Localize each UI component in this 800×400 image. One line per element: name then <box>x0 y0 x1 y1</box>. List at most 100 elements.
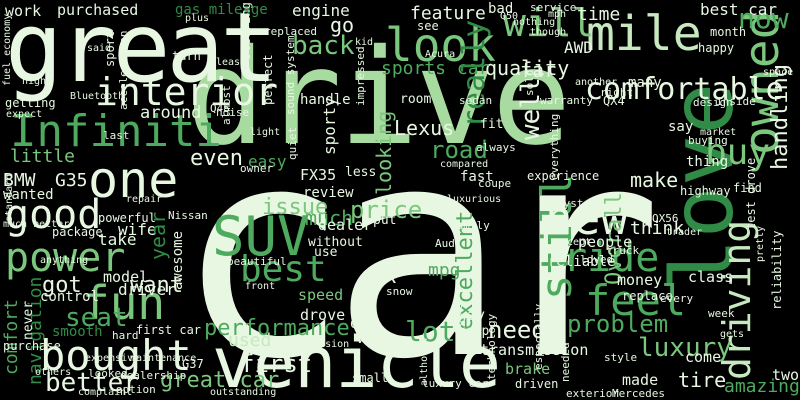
cloud-word: price <box>350 196 423 224</box>
cloud-word: two <box>772 366 800 384</box>
cloud-word: family <box>450 219 490 232</box>
cloud-word: especially <box>532 303 545 370</box>
cloud-word: perfect <box>261 54 275 105</box>
cloud-word: bad <box>488 1 514 17</box>
cloud-word: almost <box>220 85 233 125</box>
cloud-word: nothing <box>513 17 556 28</box>
cloud-word: coupe <box>478 177 512 190</box>
cloud-word: system <box>557 197 597 210</box>
cloud-word: compared <box>440 159 489 170</box>
cloud-word: lot <box>405 315 456 348</box>
cloud-word: Q50 <box>500 11 519 22</box>
cloud-word: said <box>87 43 112 54</box>
cloud-word: another <box>575 77 618 88</box>
cloud-word: easy <box>248 152 287 171</box>
cloud-word: though <box>530 27 567 38</box>
cloud-word: quality <box>485 56 570 80</box>
cloud-word: anything <box>40 255 89 266</box>
cloud-word: back <box>292 31 355 61</box>
cloud-word: replaced <box>264 25 317 38</box>
cloud-word: dealer <box>318 216 373 234</box>
cloud-word: will <box>503 1 595 45</box>
cloud-word: day <box>350 314 378 332</box>
cloud-word: new <box>545 191 629 245</box>
cloud-word: noise <box>216 106 250 119</box>
cloud-word: powerful <box>98 211 156 225</box>
cloud-word: design <box>693 96 733 109</box>
cloud-word: Nissan <box>168 209 208 222</box>
cloud-word: reliability <box>770 230 784 310</box>
cloud-word: test drove <box>744 157 758 230</box>
cloud-word: package <box>52 225 103 239</box>
cloud-word: Mercedes <box>612 387 665 400</box>
cloud-word: BMW <box>3 170 36 191</box>
cloud-word: small <box>352 371 389 385</box>
cloud-word: sports car <box>381 58 490 79</box>
cloud-word: vehicle <box>212 322 501 400</box>
cloud-word: even <box>190 146 243 171</box>
cloud-word: sold <box>523 69 536 97</box>
cloud-word: take <box>98 230 137 249</box>
cloud-word: pretty <box>755 225 766 262</box>
cloud-word: never <box>21 300 36 340</box>
cloud-word: drove <box>300 306 346 324</box>
cloud-word: one <box>88 151 179 209</box>
cloud-word: expensive <box>85 353 140 364</box>
cloud-word: style <box>604 351 638 364</box>
cloud-word: kid <box>355 37 374 48</box>
cloud-word: week <box>708 307 735 320</box>
cloud-word: outstanding <box>210 387 277 398</box>
cloud-word: really <box>457 19 492 128</box>
cloud-word: sound system <box>284 35 297 115</box>
cloud-word: truck <box>606 244 640 257</box>
cloud-word: want <box>130 273 183 298</box>
cloud-word: without <box>308 235 363 250</box>
cloud-word: QX56 <box>652 212 679 225</box>
cloud-word: keep <box>458 324 490 339</box>
cloud-word: turn <box>172 49 201 63</box>
cloud-word: mpg <box>428 260 461 281</box>
cloud-word: great car <box>160 368 280 393</box>
cloud-word: complaint <box>78 387 133 398</box>
cloud-word: getting <box>5 96 56 110</box>
cloud-word: use <box>314 245 338 260</box>
cloud-word: first <box>240 350 313 378</box>
cloud-word: value <box>356 332 396 347</box>
cloud-word: loved <box>580 253 614 266</box>
cloud-word: wife <box>118 220 157 239</box>
cloud-word: experience <box>527 169 600 183</box>
cloud-word: market <box>700 127 737 138</box>
cloud-word: money <box>617 271 663 289</box>
cloud-word: Audi <box>435 237 462 250</box>
cloud-word: great <box>5 0 278 104</box>
cloud-word: purchased <box>57 1 139 19</box>
cloud-word: speed <box>298 286 344 304</box>
cloud-word: space <box>763 67 794 78</box>
cloud-word: right <box>600 86 634 99</box>
cloud-word: amazing <box>724 376 800 397</box>
cloud-word: far <box>520 58 557 82</box>
cloud-word: looked <box>88 367 128 380</box>
cloud-word: feel <box>585 276 687 325</box>
cloud-word: always <box>476 141 516 154</box>
cloud-word: Infiniti <box>10 106 222 157</box>
cloud-word: although <box>419 337 430 386</box>
cloud-word: way <box>458 306 486 324</box>
cloud-word: class <box>688 268 734 286</box>
cloud-word: door <box>426 255 453 268</box>
cloud-word: impressed <box>354 46 367 106</box>
cloud-word: better <box>45 368 139 398</box>
cloud-word: put <box>373 213 397 228</box>
cloud-word: interior <box>95 70 279 114</box>
cloud-word: thing <box>686 154 729 170</box>
cloud-word: luxury <box>638 333 732 363</box>
cloud-word: lease <box>216 57 247 68</box>
cloud-word: made <box>622 371 659 389</box>
cloud-word: fit <box>480 117 504 132</box>
cloud-word: looking <box>372 110 396 195</box>
cloud-word: FX <box>372 264 397 288</box>
cloud-word: dealership <box>120 369 187 382</box>
cloud-word: Bluetooth <box>70 91 125 102</box>
cloud-word: QX4 <box>603 94 625 108</box>
cloud-word: seat <box>65 303 128 333</box>
